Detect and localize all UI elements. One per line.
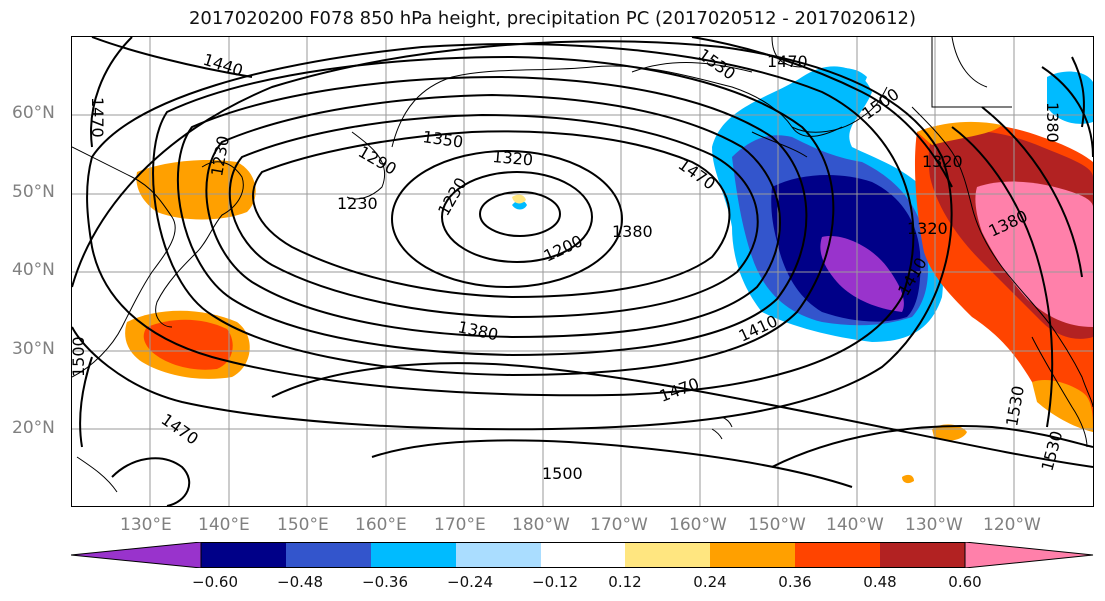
colorbar-segment (541, 542, 625, 568)
lat-label: 40°N (12, 260, 55, 280)
lon-label: 120°W (983, 515, 1041, 535)
colorbar-segment (456, 542, 541, 568)
contour-label: 1320 (922, 152, 963, 171)
contour-label: 1410 (736, 311, 781, 345)
contour-label: 1230 (337, 194, 378, 213)
colorbar-segment (710, 542, 795, 568)
colorbar-tick-label: −0.48 (277, 573, 323, 591)
lon-label: 150°E (277, 515, 329, 535)
colorbar-segment (286, 542, 371, 568)
contour-label: 1380 (456, 317, 500, 344)
contour-label: 1200 (541, 231, 586, 265)
colorbar-tick-label: 0.36 (778, 573, 812, 591)
lon-label: 140°W (826, 515, 884, 535)
contour-label: 1320 (492, 147, 534, 169)
map-panel: 1440 1470 1530 1500 1380 1290 1350 1320 … (71, 36, 1094, 507)
lon-label: 180°W (512, 515, 570, 535)
contour-label: 1470 (88, 97, 107, 138)
lat-label: 60°N (12, 103, 55, 123)
lon-label: 130°E (120, 515, 172, 535)
map-canvas: 1440 1470 1530 1500 1380 1290 1350 1320 … (72, 37, 1093, 506)
contour-label: 1470 (675, 155, 719, 194)
contour-label: 1500 (542, 464, 583, 483)
colorbar-tick-label: −0.12 (532, 573, 578, 591)
colorbar (71, 542, 1094, 568)
lat-label: 50°N (12, 182, 55, 202)
lat-label: 20°N (12, 418, 55, 438)
colorbar-segment (795, 542, 880, 568)
colorbar-segment (371, 542, 456, 568)
lat-label: 30°N (12, 339, 55, 359)
lon-label: 170°W (590, 515, 648, 535)
contour-labels: 1440 1470 1530 1500 1380 1290 1350 1320 … (72, 45, 1066, 483)
colorbar-tick-label: −0.36 (362, 573, 408, 591)
contour-label: 1530 (1002, 384, 1028, 427)
contour-label: 1500 (72, 336, 88, 377)
contour-label: 1470 (767, 52, 808, 71)
colorbar-tick-label: 0.24 (693, 573, 727, 591)
lon-label: 140°E (198, 515, 250, 535)
colorbar-tick-label: 0.48 (863, 573, 897, 591)
contour-label: 1530 (695, 45, 739, 84)
colorbar-tick-label: −0.60 (192, 573, 238, 591)
colorbar-segment (964, 542, 1094, 568)
contour-label: 1380 (1043, 102, 1062, 143)
contour-label: 1380 (612, 222, 653, 241)
precip-positive-region (125, 121, 1093, 484)
lon-label: 150°W (748, 515, 806, 535)
contour-label: 1230 (434, 174, 471, 219)
colorbar-tick-label: 0.12 (608, 573, 642, 591)
lon-label: 160°W (669, 515, 727, 535)
height-contours (72, 37, 1093, 506)
contour-label: 1290 (355, 142, 400, 179)
lon-label: 160°E (355, 515, 407, 535)
lon-label: 130°W (905, 515, 963, 535)
colorbar-segment (880, 542, 965, 568)
contour-label: 1350 (421, 127, 464, 151)
colorbar-tick-label: 0.60 (948, 573, 982, 591)
lon-label: 170°E (434, 515, 486, 535)
colorbar-segment (201, 542, 286, 568)
contour-label: 1440 (201, 50, 246, 81)
contour-label: 1320 (907, 219, 948, 238)
contour-label: 1470 (158, 410, 202, 449)
contour-label: 1470 (657, 374, 702, 406)
colorbar-segment (625, 542, 710, 568)
map-title: 2017020200 F078 850 hPa height, precipit… (188, 8, 917, 29)
colorbar-tick-label: −0.24 (447, 573, 493, 591)
colorbar-segment (71, 542, 202, 568)
